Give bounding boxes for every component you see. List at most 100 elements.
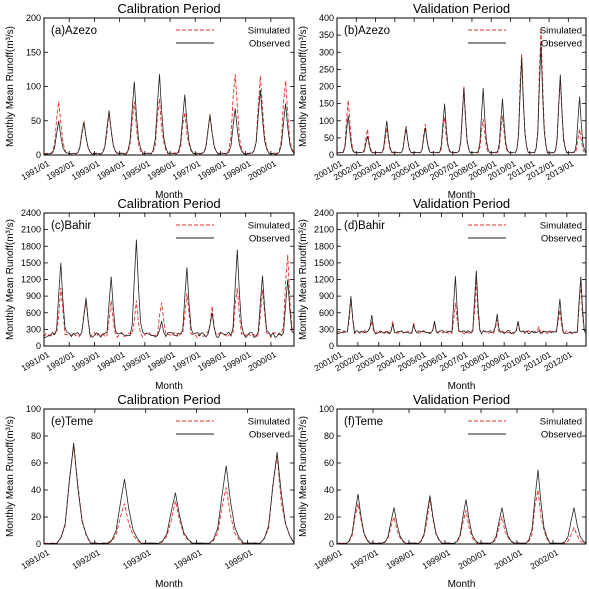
observed-line <box>43 239 295 339</box>
x-axis-label: Month <box>155 381 183 392</box>
y-tick-label: 1800 <box>21 241 41 251</box>
y-tick-label: 0 <box>36 150 41 160</box>
x-tick-label: 1996/01 <box>312 547 344 571</box>
y-tick-label: 100 <box>319 116 334 126</box>
panel-title: Validation Period <box>413 392 510 407</box>
legend-simulated-label: Simulated <box>540 221 582 232</box>
x-axis-label: Month <box>448 381 476 392</box>
y-axis-label: Monthly Mean Runoff(m³/s) <box>5 416 16 537</box>
observed-line <box>336 270 587 335</box>
y-tick-label: 100 <box>26 404 41 414</box>
x-axis-label: Month <box>155 579 183 589</box>
x-tick-label: 1994/01 <box>172 547 204 571</box>
y-tick-label: 50 <box>31 116 41 126</box>
y-tick-label: 150 <box>26 47 41 57</box>
x-axis-label: Month <box>448 190 476 201</box>
x-tick-label: 2000/01 <box>246 349 278 373</box>
x-tick-label: 1997/01 <box>348 547 380 571</box>
y-tick-label: 400 <box>319 13 334 23</box>
panel-label: (a)Azezo <box>51 25 97 37</box>
panel-f: Validation Period 0 20 40 60 80 100 1996/01 1997… <box>298 392 587 589</box>
observed-line <box>337 43 587 154</box>
y-axis-label: Monthly Mean Runoff(m³/s) <box>298 219 309 340</box>
y-tick-label: 300 <box>319 324 334 334</box>
y-axis-label: Monthly Mean Runoff(m³/s) <box>5 219 16 340</box>
x-tick-label: 2002/01 <box>528 547 560 571</box>
legend-observed-label: Observed <box>249 234 290 245</box>
legend-observed-label: Observed <box>541 430 582 441</box>
panel-title: Validation Period <box>413 196 510 211</box>
y-tick-label: 2100 <box>314 225 334 235</box>
legend-observed-label: Observed <box>541 234 582 245</box>
legend-simulated-label: Simulated <box>540 26 582 37</box>
y-tick-label: 600 <box>319 308 334 318</box>
panel-d: Validation Period 0 300 600 900 1200 1500 1800 2… <box>298 196 587 392</box>
simulated-line <box>43 446 295 544</box>
x-tick-label: 1998/01 <box>384 547 416 571</box>
y-tick-label: 0 <box>329 341 334 351</box>
simulated-line <box>336 489 587 545</box>
y-tick-label: 1500 <box>21 258 41 268</box>
y-tick-label: 0 <box>36 341 41 351</box>
legend-simulated-label: Simulated <box>248 26 290 37</box>
y-tick-label: 600 <box>26 308 41 318</box>
y-tick-label: 60 <box>324 458 334 468</box>
y-tick-label: 300 <box>26 324 41 334</box>
y-tick-label: 80 <box>324 431 334 441</box>
legend-observed-label: Observed <box>249 430 290 441</box>
panel-label: (f)Teme <box>344 416 383 428</box>
panel-label: (c)Bahir <box>51 220 91 232</box>
y-tick-label: 2400 <box>21 208 41 218</box>
plot-frame <box>336 408 587 545</box>
legend-observed-label: Observed <box>541 39 582 50</box>
x-tick-label: 2000/01 <box>246 158 278 182</box>
y-tick-label: 250 <box>319 64 334 74</box>
y-tick-label: 1200 <box>21 275 41 285</box>
simulated-line <box>336 279 587 335</box>
y-tick-label: 80 <box>31 431 41 441</box>
y-tick-label: 1500 <box>314 258 334 268</box>
panel-label: (b)Azezo <box>344 25 390 37</box>
y-tick-label: 40 <box>31 485 41 495</box>
panel-label: (e)Teme <box>51 416 93 428</box>
panel-label: (d)Bahir <box>344 220 385 232</box>
observed-line <box>43 442 295 544</box>
x-tick-label: 1995/01 <box>223 547 255 571</box>
panel-title: Calibration Period <box>117 392 220 407</box>
legend-simulated-label: Simulated <box>540 417 582 428</box>
x-tick-label: 2001/01 <box>492 547 524 571</box>
y-tick-label: 100 <box>26 82 41 92</box>
y-tick-label: 900 <box>319 291 334 301</box>
x-tick-label: 1993/01 <box>121 547 153 571</box>
panel-title: Calibration Period <box>117 196 220 211</box>
y-tick-label: 900 <box>26 291 41 301</box>
y-tick-label: 200 <box>319 82 334 92</box>
legend-simulated-label: Simulated <box>248 417 290 428</box>
y-tick-label: 350 <box>319 30 334 40</box>
x-tick-label: 1992/01 <box>70 547 102 571</box>
y-tick-label: 1200 <box>314 275 334 285</box>
y-tick-label: 1800 <box>314 241 334 251</box>
x-axis-label: Month <box>155 190 183 201</box>
y-tick-label: 150 <box>319 99 334 109</box>
y-tick-label: 2400 <box>314 208 334 218</box>
y-tick-label: 100 <box>319 404 334 414</box>
y-tick-label: 0 <box>329 539 334 549</box>
x-tick-label: 2000/01 <box>456 547 488 571</box>
y-tick-label: 40 <box>324 485 334 495</box>
plot-frame <box>43 408 295 545</box>
y-tick-label: 300 <box>319 47 334 57</box>
y-tick-label: 50 <box>324 133 334 143</box>
y-tick-label: 20 <box>31 512 41 522</box>
panel-title: Calibration Period <box>117 1 220 16</box>
legend-simulated-label: Simulated <box>248 221 290 232</box>
y-tick-label: 20 <box>324 512 334 522</box>
x-tick-label: 1999/01 <box>420 547 452 571</box>
x-tick-label: 1991/01 <box>19 547 51 571</box>
y-axis-label: Monthly Mean Runoff(m³/s) <box>5 26 16 147</box>
panel-a: Calibration Period0501001502001991/01199… <box>5 1 295 201</box>
simulated-line <box>43 254 295 339</box>
y-axis-label: Monthly Mean Runoff(m³/s) <box>298 26 309 147</box>
panel-e: Calibration Period 0 20 40 60 80 100 1991/01 199… <box>5 392 295 589</box>
